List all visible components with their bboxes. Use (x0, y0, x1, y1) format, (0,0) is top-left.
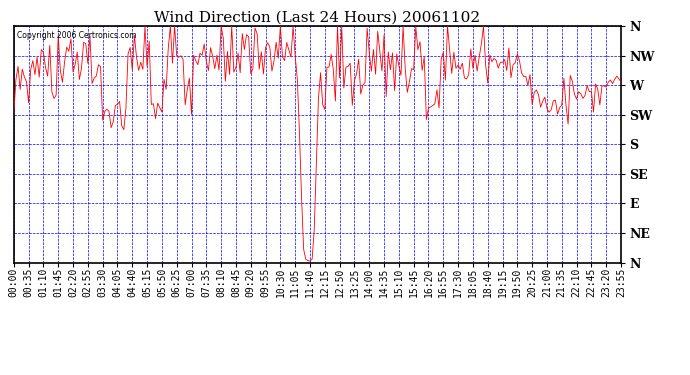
Title: Wind Direction (Last 24 Hours) 20061102: Wind Direction (Last 24 Hours) 20061102 (155, 11, 480, 25)
Text: Copyright 2006 Certronics.com: Copyright 2006 Certronics.com (17, 31, 137, 40)
